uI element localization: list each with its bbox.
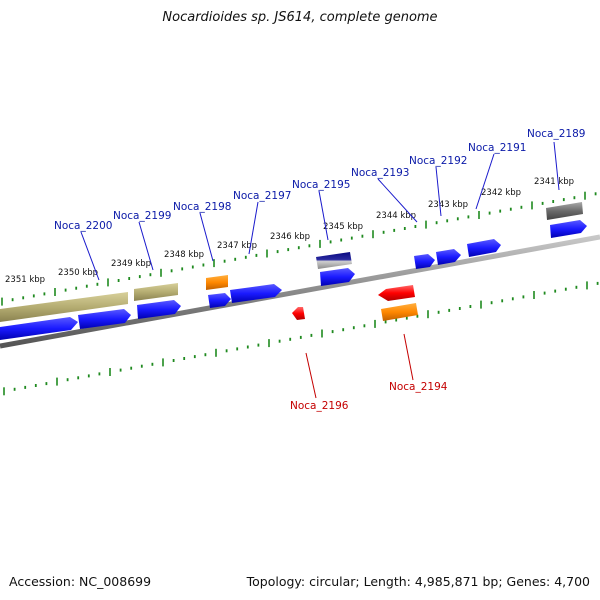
cds-noca-2199[interactable] [137,300,181,319]
cds-noca-2196[interactable] [292,307,305,320]
kbp-labels: 2351 kbp 2350 kbp 2349 kbp 2348 kbp 2347… [5,177,574,285]
cds-noca-2189[interactable] [550,220,587,238]
forward-gene-labels: Noca_2200 Noca_2199 Noca_2198 Noca_2197 … [54,128,585,232]
feature-gene-noca-2199[interactable] [134,283,178,301]
kbp-label: 2341 kbp [534,177,574,187]
kbp-label: 2349 kbp [111,259,151,269]
kbp-label: 2345 kbp [323,222,363,232]
gene-label[interactable]: Noca_2199 [113,210,171,222]
gene-label[interactable]: Noca_2196 [290,400,349,412]
feature-trna-noca-2195[interactable] [316,252,352,269]
kbp-tick-track-reverse [3,281,599,396]
gene-label[interactable]: Noca_2195 [292,179,350,191]
gene-label[interactable]: Noca_2192 [409,155,467,167]
gene-label[interactable]: Noca_2200 [54,220,112,232]
gene-label[interactable]: Noca_2191 [468,142,526,154]
kbp-label: 2346 kbp [270,232,310,242]
gene-label[interactable]: Noca_2189 [527,128,585,140]
cds-noca-2198[interactable] [208,293,231,308]
kbp-label: 2347 kbp [217,241,257,251]
kbp-label: 2348 kbp [164,250,204,260]
feature-rrna-noca-2194[interactable] [381,303,418,321]
genome-title: Nocardioides sp. JS614, complete genome [162,10,438,25]
gene-label[interactable]: Noca_2198 [173,201,231,213]
reverse-gene-leaders [305,333,414,399]
feature-gene-noca-2200[interactable] [0,292,128,322]
reverse-gene-labels: Noca_2196 Noca_2194 [290,381,448,412]
cds-noca-2194-red[interactable] [378,285,415,301]
kbp-label: 2342 kbp [481,188,521,198]
accession-text: Accession: NC_008699 [9,574,152,589]
gene-label[interactable]: Noca_2197 [233,190,291,202]
kbp-label: 2344 kbp [376,211,416,221]
gene-label[interactable]: Noca_2194 [389,381,448,393]
genome-summary-text: Topology: circular; Length: 4,985,871 bp… [246,574,590,589]
feature-misc-noca-2189[interactable] [546,202,583,220]
cds-noca-2200[interactable] [0,317,78,340]
genome-backbone [0,234,600,349]
cds-noca-2197[interactable] [230,284,282,303]
cds-noca-2192[interactable] [436,249,461,265]
forward-gene-leaders [80,141,560,281]
cds-noca-2200b[interactable] [78,309,131,329]
cds-noca-2195[interactable] [320,268,355,286]
kbp-label: 2351 kbp [5,275,45,285]
feature-rrna-noca-2198[interactable] [206,275,228,290]
cds-noca-2193[interactable] [414,254,435,269]
gene-label[interactable]: Noca_2193 [351,167,409,179]
kbp-label: 2343 kbp [428,200,468,210]
cds-noca-2191[interactable] [467,239,501,257]
kbp-tick-track-forward [1,191,597,306]
kbp-label: 2350 kbp [58,268,98,278]
